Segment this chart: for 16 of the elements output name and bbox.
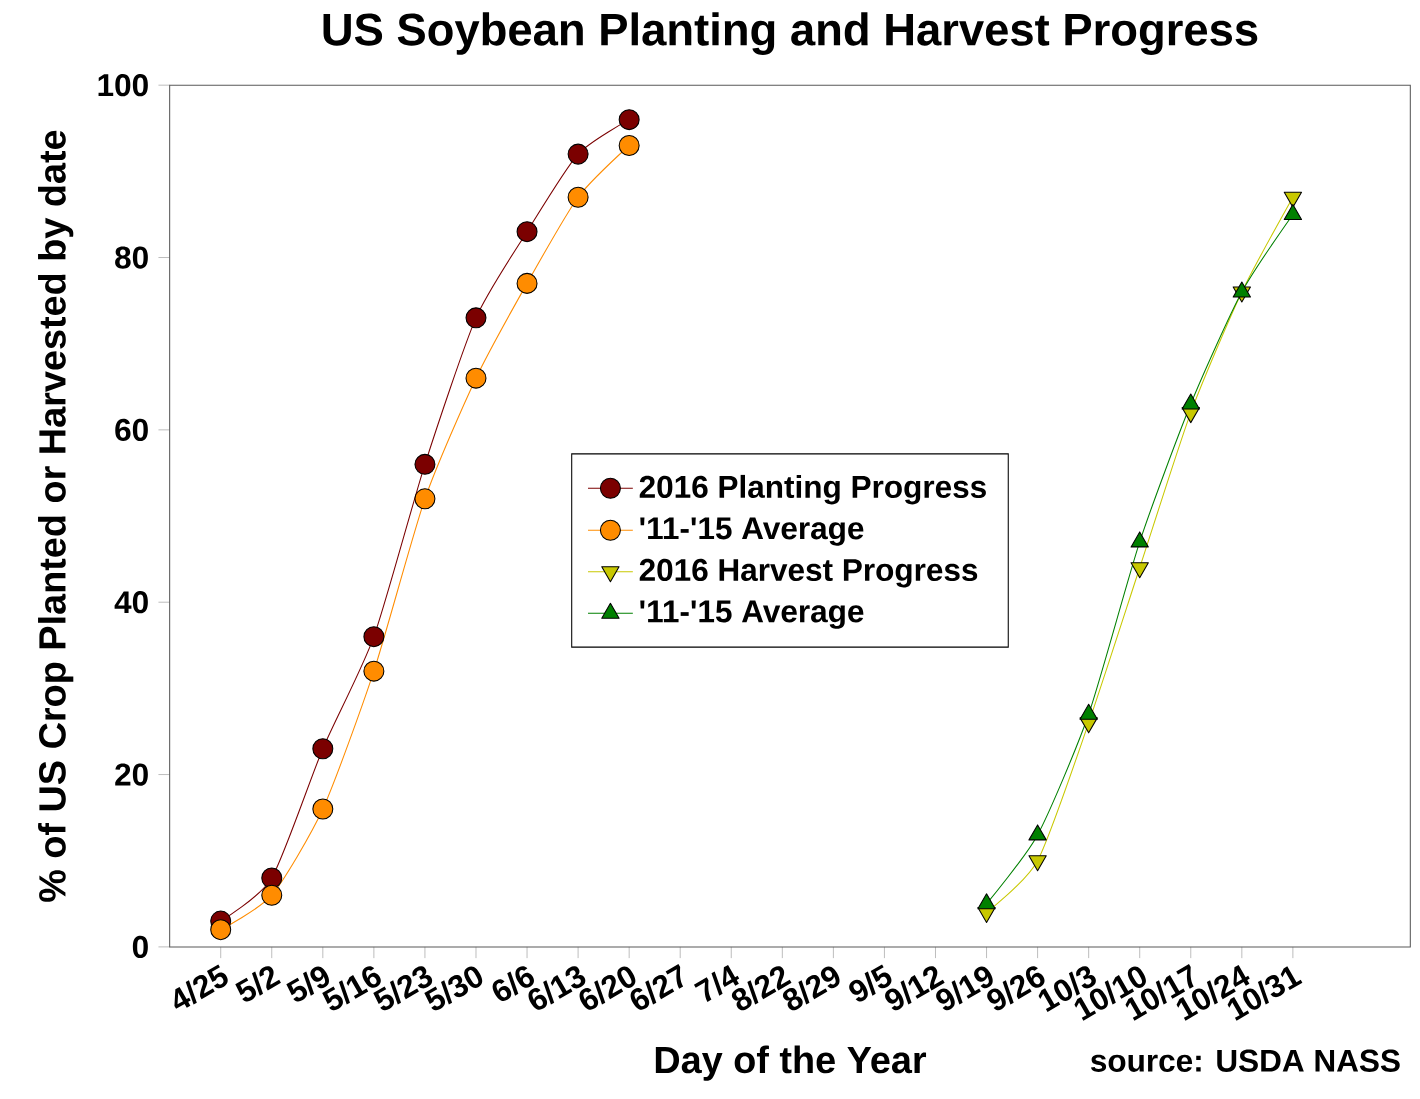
y-tick-label: 80	[115, 246, 148, 269]
chart-title: US Soybean Planting and Harvest Progress	[323, 12, 1258, 56]
x-axis-title: Day of the Year	[655, 1045, 927, 1082]
legend-label: '11-'15 Average	[640, 600, 864, 630]
y-tick-label: 20	[115, 763, 148, 786]
y-axis-title: % of US Crop Planted or Harvested by date	[38, 130, 74, 903]
x-tick-label: 4/25	[174, 964, 228, 1009]
legend-label: '11-'15 Average	[640, 517, 864, 546]
y-tick-label: 40	[114, 591, 148, 614]
source-note: source: USDA NASS	[1090, 1049, 1400, 1073]
y-tick-label: 100	[98, 74, 148, 97]
legend-label: 2016 Planting Progress	[639, 475, 986, 505]
y-tick-label: 0	[132, 935, 148, 959]
y-tick-label: 60	[115, 418, 148, 442]
legend-label: 2016 Harvest Progress	[639, 559, 978, 588]
x-tick-label: 5/2	[235, 966, 281, 1002]
